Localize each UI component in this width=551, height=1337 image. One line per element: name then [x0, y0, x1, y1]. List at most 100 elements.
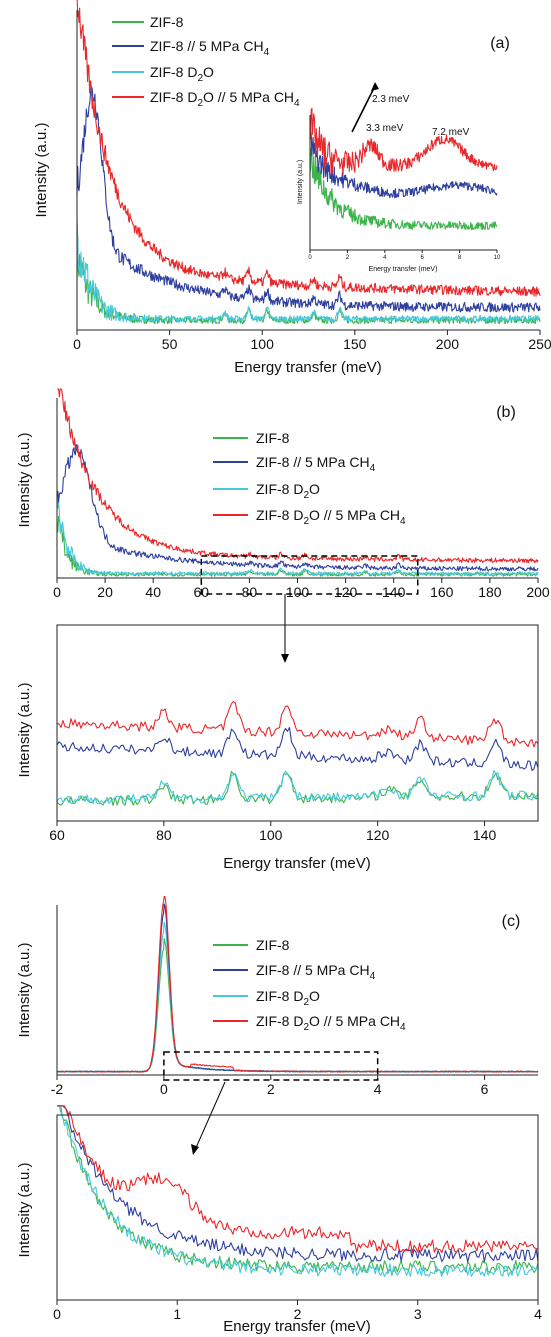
x-tick-label: 20 — [97, 584, 113, 600]
panel-a-xlabel: Energy transfer (meV) — [234, 359, 382, 376]
panel-c-zoom-arrow — [194, 1081, 226, 1151]
panel-b-bottom-ticks: 60 80 100 120 140 — [49, 821, 496, 843]
panel-c-bottom-series — [57, 1105, 539, 1278]
panel-c-legend: ZIF-8 ZIF-8 // 5 MPa CH4 ZIF-8 D2O ZIF-8… — [213, 937, 406, 1033]
x-tick-label: 60 — [49, 827, 65, 843]
series-line-zoom-zif8-d2o-ch4 — [56, 700, 539, 748]
x-tick-label: 100 — [286, 584, 310, 600]
x-tick-label: 200 — [436, 336, 460, 352]
series-line-zif8-d2o-ch4 — [56, 895, 539, 1073]
series-line-inset-zif8-ch4 — [309, 129, 498, 199]
x-tick-label: 2 — [294, 1306, 302, 1322]
x-tick-label: 250 — [528, 336, 551, 352]
series-line-zif8-d2o-ch4 — [57, 388, 539, 564]
legend-label-zif8: ZIF-8 — [150, 14, 184, 30]
inset-xlabel: Energy transfer (meV) — [369, 266, 438, 273]
x-tick-label: 8 — [458, 255, 462, 261]
inset-ticks: 0 2 4 6 8 10 — [308, 250, 501, 261]
legend-label-zif8-ch4: ZIF-8 // 5 MPa CH4 — [256, 962, 376, 982]
series-line-zoom-zif8-d2o — [56, 769, 539, 805]
annotation-arrowhead — [371, 82, 379, 91]
series-line-zif8-ch4 — [76, 86, 541, 313]
panel-c-bottom-xlabel: Energy transfer (meV) — [223, 1318, 371, 1335]
x-tick-label: 50 — [162, 336, 178, 352]
x-tick-label: 140 — [473, 827, 497, 843]
x-tick-label: 100 — [251, 336, 275, 352]
x-tick-label: 0 — [308, 255, 312, 261]
legend-label-zif8: ZIF-8 — [256, 430, 290, 446]
panel-b-top-series — [56, 388, 539, 577]
x-tick-label: 0 — [73, 336, 81, 352]
panel-b-bottom-series — [56, 700, 539, 807]
series-line-zoom-zif8-ch4 — [57, 1105, 539, 1263]
series-line-inset-zif8 — [309, 147, 498, 231]
panel-b-zoom-box — [200, 555, 419, 595]
panel-b-bottom-ylabel: Intensity (a.u.) — [16, 682, 33, 777]
x-tick-label: 0 — [53, 1306, 61, 1322]
legend-label-zif8-d2o: ZIF-8 D2O — [256, 481, 320, 501]
panel-a-ylabel: Intensity (a.u.) — [33, 122, 50, 217]
annotation-arrow — [351, 85, 376, 133]
series-line-zoom-zif8-d2o — [57, 1105, 539, 1278]
x-tick-label: 3 — [414, 1306, 422, 1322]
series-line-inset-zif8-d2o-ch4 — [309, 107, 498, 176]
panel-c-label: (c) — [502, 913, 521, 930]
x-tick-label: 0 — [160, 1081, 168, 1097]
series-line-zoom-zif8-d2o-ch4 — [57, 1105, 539, 1254]
panel-b-zoom-arrowhead — [281, 654, 289, 663]
x-tick-label: 120 — [334, 584, 358, 600]
panel-c-top-ticks: -2 0 2 4 6 — [51, 1075, 489, 1097]
x-tick-label: 150 — [343, 336, 367, 352]
panel-a-ticks: 0 50 100 150 200 250 — [73, 330, 551, 352]
x-tick-label: 80 — [156, 827, 172, 843]
x-tick-label: 80 — [242, 584, 258, 600]
series-line-zif8-d2o — [56, 489, 539, 576]
panel-b-top-ylabel: Intensity (a.u.) — [16, 432, 33, 527]
x-tick-label: -2 — [51, 1081, 64, 1097]
panel-c-zoom-arrowhead — [191, 1144, 199, 1155]
panel-c-top-series — [56, 895, 539, 1073]
legend-label-zif8-d2o-ch4: ZIF-8 D2O // 5 MPa CH4 — [256, 507, 406, 527]
panel-b-label: (b) — [496, 404, 516, 421]
panel-a-inset: 0 2 4 6 8 10 Energy transfer (meV) Intensity … — [297, 82, 501, 273]
x-tick-label: 4 — [534, 1306, 542, 1322]
x-tick-label: 4 — [383, 255, 387, 261]
annotation-7-2-mev: 7.2 meV — [432, 127, 470, 138]
legend-label-zif8: ZIF-8 — [256, 937, 290, 953]
annotation-2-3-mev: 2.3 meV — [372, 94, 410, 105]
x-tick-label: 40 — [145, 584, 161, 600]
annotation-3-3-mev: 3.3 meV — [366, 123, 404, 134]
inset-series — [309, 107, 498, 231]
panel-b-top-ticks: 0 20 40 60 80 100 120 140 160 180 200 — [53, 578, 550, 600]
series-line-zif8-ch4 — [56, 443, 539, 572]
inset-ylabel: Intensity (a.u.) — [297, 160, 304, 204]
x-tick-label: 2 — [346, 255, 350, 261]
x-tick-label: 200 — [526, 584, 550, 600]
series-line-zif8-d2o-ch4 — [76, 0, 541, 297]
panel-a: 0 50 100 150 200 250 (a) Energy transfer (meV… — [33, 0, 551, 376]
x-tick-label: 1 — [173, 1306, 181, 1322]
legend-label-zif8-d2o: ZIF-8 D2O — [150, 64, 214, 84]
panel-a-legend: ZIF-8 ZIF-8 // 5 MPa CH4 ZIF-8 D2O ZIF-8… — [112, 14, 300, 109]
x-tick-label: 2 — [267, 1081, 275, 1097]
panel-b-bottom-xlabel: Energy transfer (meV) — [223, 855, 371, 872]
panel-b: 0 20 40 60 80 100 120 140 160 180 200 (b) Intensit… — [16, 388, 550, 872]
x-tick-label: 6 — [421, 255, 425, 261]
legend-label-zif8-ch4: ZIF-8 // 5 MPa CH4 — [150, 38, 270, 58]
x-tick-label: 6 — [481, 1081, 489, 1097]
panel-c-bottom-ylabel: Intensity (a.u.) — [16, 1162, 33, 1257]
x-tick-label: 180 — [478, 584, 502, 600]
panel-a-series — [76, 0, 541, 325]
x-tick-label: 120 — [366, 827, 390, 843]
legend-label-zif8-d2o: ZIF-8 D2O — [256, 988, 320, 1008]
panel-b-legend: ZIF-8 ZIF-8 // 5 MPa CH4 ZIF-8 D2O ZIF-8… — [213, 430, 406, 527]
x-tick-label: 10 — [494, 255, 501, 261]
panel-c-bottom-ticks: 0 1 2 3 4 — [53, 1300, 542, 1322]
panel-b-bottom-frame — [56, 624, 539, 822]
panel-a-label: (a) — [490, 35, 510, 52]
legend-label-zif8-ch4: ZIF-8 // 5 MPa CH4 — [256, 454, 376, 474]
x-tick-label: 100 — [259, 827, 283, 843]
panel-c: -2 0 2 4 6 (c) Intensity (a.u.) ZIF-8 ZIF-8 … — [16, 895, 542, 1335]
x-tick-label: 0 — [53, 584, 61, 600]
